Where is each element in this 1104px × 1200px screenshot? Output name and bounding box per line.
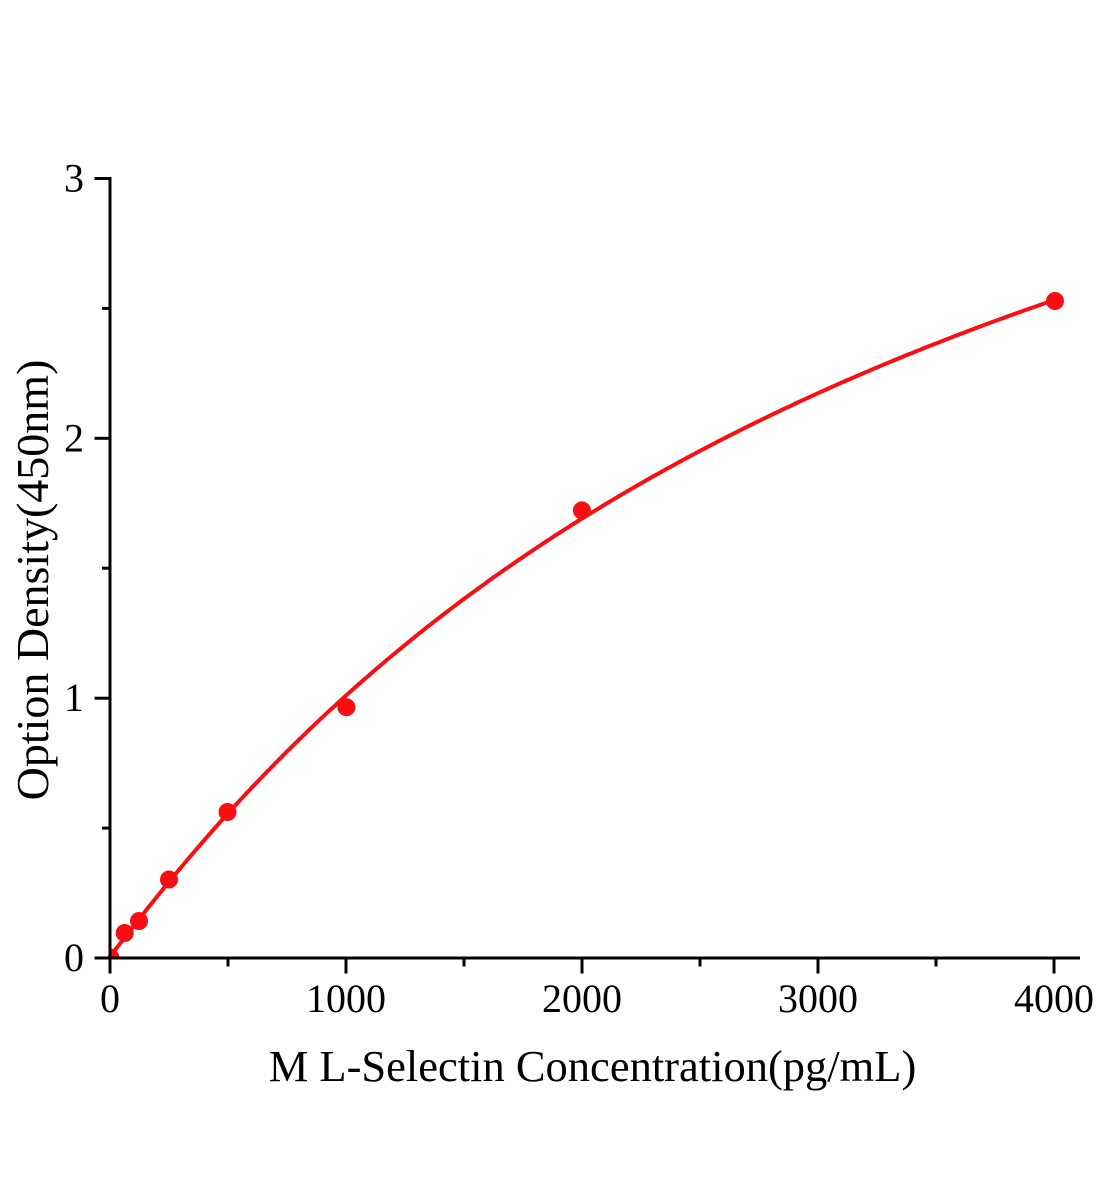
svg-text:3: 3 — [64, 156, 84, 201]
svg-text:Option Density(450nm): Option Density(450nm) — [7, 360, 58, 801]
svg-text:0: 0 — [64, 935, 84, 980]
svg-text:1000: 1000 — [306, 976, 386, 1021]
svg-text:3000: 3000 — [778, 976, 858, 1021]
svg-text:M L-Selectin Concentration(pg/: M L-Selectin Concentration(pg/mL) — [269, 1041, 917, 1091]
svg-text:1: 1 — [64, 675, 84, 720]
svg-text:2: 2 — [64, 415, 84, 460]
svg-text:2000: 2000 — [542, 976, 622, 1021]
svg-text:0: 0 — [100, 976, 120, 1021]
svg-text:4000: 4000 — [1014, 976, 1094, 1021]
